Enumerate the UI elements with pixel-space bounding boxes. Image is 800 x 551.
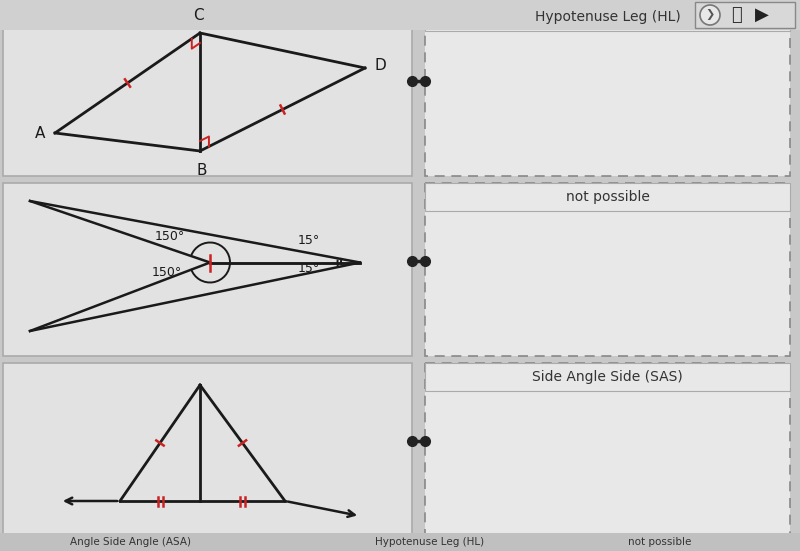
Text: Hypotenuse Leg (HL): Hypotenuse Leg (HL) [375,537,485,547]
Text: D: D [375,58,386,73]
Text: ❯: ❯ [706,9,714,20]
Bar [3,363,412,536]
Bar [425,363,790,391]
Text: ▶: ▶ [755,6,769,24]
Bar [0,533,800,551]
Bar [425,3,790,176]
Text: C: C [193,8,203,23]
Text: A: A [34,126,45,141]
Text: 150°: 150° [155,230,186,244]
Bar [695,2,795,28]
Text: ✋: ✋ [732,6,742,24]
Bar [3,183,412,356]
Text: 15°: 15° [298,235,320,247]
Bar [425,363,790,536]
Text: not possible: not possible [566,190,650,204]
Bar [0,0,800,30]
Circle shape [700,5,720,25]
Text: B: B [197,163,207,178]
Bar [425,183,790,356]
Text: Hypotenuse Leg (HL): Hypotenuse Leg (HL) [534,10,680,24]
Bar [425,3,790,31]
Text: Side Angle Side (SAS): Side Angle Side (SAS) [532,370,683,384]
Text: Angle Side Angle (ASA): Angle Side Angle (ASA) [70,537,190,547]
Bar [3,3,412,176]
Text: 15°: 15° [298,262,320,276]
Bar [425,183,790,211]
Text: not possible: not possible [628,537,692,547]
Text: 150°: 150° [152,267,182,279]
